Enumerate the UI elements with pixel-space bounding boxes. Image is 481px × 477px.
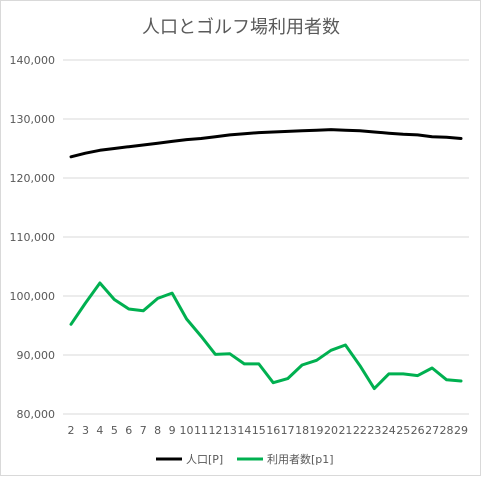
- x-tick-label: 10: [180, 424, 194, 437]
- chart-title: 人口とゴルフ場利用者数: [142, 17, 340, 38]
- x-axis-ticks: 2 3 4 5 6 7 8 9 10 11 12 13 14 15 16 17 18 19 20 21 22 23 24 25…: [68, 424, 469, 437]
- x-tick-label: 22: [353, 424, 367, 437]
- x-tick-label: 28: [440, 424, 454, 437]
- legend-label-2: 利用者数[p1]: [267, 453, 334, 466]
- gridlines: [63, 59, 469, 415]
- x-tick-label: 16: [266, 424, 280, 437]
- x-tick-label: 12: [208, 424, 222, 437]
- y-tick-label: 100,000: [10, 290, 56, 303]
- x-tick-label: 19: [310, 424, 324, 437]
- x-tick-label: 2: [68, 424, 75, 437]
- x-tick-label: 6: [125, 424, 132, 437]
- y-tick-label: 80,000: [17, 408, 56, 421]
- x-tick-label: 21: [338, 424, 352, 437]
- x-tick-label: 17: [281, 424, 295, 437]
- x-tick-label: 26: [411, 424, 425, 437]
- x-tick-label: 23: [367, 424, 381, 437]
- y-axis-ticks: 80,000 90,000 100,000 110,000 120,000 130,000…: [10, 54, 56, 421]
- x-tick-label: 14: [237, 424, 251, 437]
- x-tick-label: 27: [425, 424, 439, 437]
- y-tick-label: 130,000: [10, 113, 56, 126]
- x-tick-label: 18: [295, 424, 309, 437]
- x-tick-label: 29: [454, 424, 468, 437]
- x-tick-label: 3: [82, 424, 89, 437]
- y-tick-label: 120,000: [10, 172, 56, 185]
- x-tick-label: 9: [169, 424, 176, 437]
- legend: 人口[P] 利用者数[p1]: [156, 453, 334, 466]
- series-line-2: [69, 281, 463, 391]
- x-tick-label: 13: [223, 424, 237, 437]
- y-tick-label: 140,000: [10, 54, 56, 67]
- x-tick-label: 20: [324, 424, 338, 437]
- series-lines: [69, 128, 463, 391]
- x-tick-label: 11: [194, 424, 208, 437]
- x-tick-label: 24: [382, 424, 396, 437]
- x-tick-label: 25: [396, 424, 410, 437]
- x-tick-label: 5: [111, 424, 118, 437]
- x-tick-label: 15: [252, 424, 266, 437]
- legend-label-1: 人口[P]: [186, 453, 223, 466]
- series-line-1: [69, 128, 463, 159]
- y-tick-label: 90,000: [17, 349, 56, 362]
- y-tick-label: 110,000: [10, 231, 56, 244]
- x-tick-label: 7: [140, 424, 147, 437]
- x-tick-label: 4: [96, 424, 103, 437]
- x-tick-label: 8: [154, 424, 161, 437]
